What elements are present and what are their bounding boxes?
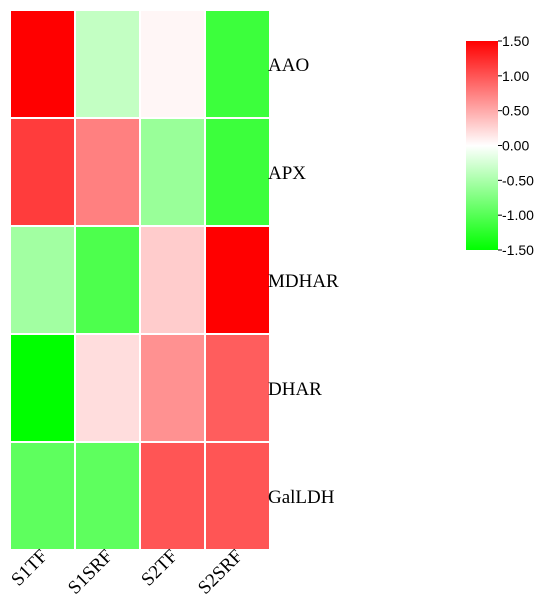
row-labels: AAO APX MDHAR DHAR GalLDH [268, 55, 339, 508]
colorbar-tick-label: 1.50 [502, 33, 529, 49]
heatmap-cell-mdhar-s2srf [206, 227, 269, 333]
heatmap-cells [11, 11, 269, 549]
colorbar-gradient [466, 41, 498, 250]
colorbar-tick-label: 1.00 [502, 68, 529, 84]
column-label-s2srf: S2SRF [194, 546, 247, 599]
heatmap-cell-galldh-s1tf [11, 443, 74, 549]
row-label-mdhar: MDHAR [268, 271, 339, 292]
heatmap-cell-mdhar-s2tf [141, 227, 204, 333]
heatmap-cell-apx-s1tf [11, 119, 74, 225]
heatmap-cell-apx-s2srf [206, 119, 269, 225]
heatmap-cell-aao-s2tf [141, 11, 204, 117]
heatmap-cell-dhar-s1tf [11, 335, 74, 441]
heatmap-cell-galldh-s2tf [141, 443, 204, 549]
row-label-dhar: DHAR [268, 379, 322, 400]
heatmap-cell-dhar-s1srf [76, 335, 139, 441]
column-label-s1srf: S1SRF [64, 546, 117, 599]
column-label-s2tf: S2TF [137, 546, 182, 591]
heatmap-cell-dhar-s2srf [206, 335, 269, 441]
colorbar-tick-label: 0.00 [502, 138, 529, 154]
colorbar: 1.50 1.00 0.50 0.00 -0.50 -1.00 -1.50 [466, 33, 534, 258]
colorbar-tick-label: -0.50 [502, 172, 534, 188]
heatmap-cell-dhar-s2tf [141, 335, 204, 441]
row-label-galldh: GalLDH [268, 487, 335, 508]
heatmap-cell-aao-s2srf [206, 11, 269, 117]
heatmap-cell-apx-s2tf [141, 119, 204, 225]
colorbar-tick-label: -1.00 [502, 207, 534, 223]
heatmap-cell-mdhar-s1srf [76, 227, 139, 333]
heatmap-cell-aao-s1srf [76, 11, 139, 117]
row-label-apx: APX [268, 163, 306, 184]
row-label-aao: AAO [268, 55, 309, 76]
column-labels: S1TF S1SRF S2TF S2SRF [7, 546, 247, 599]
colorbar-tick-label: 0.50 [502, 103, 529, 119]
column-label-s1tf: S1TF [7, 546, 52, 591]
heatmap-cell-galldh-s1srf [76, 443, 139, 549]
heatmap-cell-mdhar-s1tf [11, 227, 74, 333]
heatmap-cell-aao-s1tf [11, 11, 74, 117]
heatmap-cell-apx-s1srf [76, 119, 139, 225]
heatmap-cell-galldh-s2srf [206, 443, 269, 549]
colorbar-tick-label: -1.50 [502, 242, 534, 258]
